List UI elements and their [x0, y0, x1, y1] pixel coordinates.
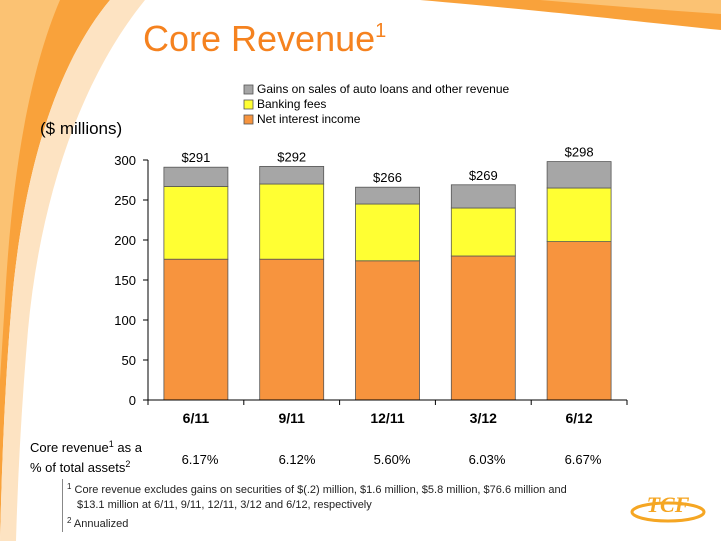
logo-swoosh	[630, 501, 706, 523]
y-tick-label: 300	[114, 153, 136, 168]
y-tick-label: 200	[114, 233, 136, 248]
footnotes: 1 Core revenue excludes gains on securit…	[62, 479, 637, 532]
x-tick-label: 9/11	[278, 410, 305, 426]
bar-segment-0-9-11	[259, 258, 325, 401]
bar-segment-0-12-11	[355, 260, 420, 401]
x-tick-label: 3/12	[470, 410, 497, 426]
legend-label: Banking fees	[257, 97, 326, 111]
y-axis: 0 50 100 150 200 250 300	[114, 153, 149, 408]
bar-segment-0-3-12	[450, 255, 516, 401]
slide-title: Core Revenue1	[143, 18, 387, 59]
bar-total-label: $266	[373, 170, 402, 185]
left-swoosh-white	[0, 0, 145, 541]
bar-segment-2-9-11	[259, 165, 325, 185]
legend-swatch	[243, 99, 254, 110]
bar-total-label: $291	[181, 150, 210, 165]
y-tick-label: 50	[122, 353, 136, 368]
bar-total-label: $292	[277, 149, 306, 164]
legend-swatch	[243, 114, 254, 125]
pct-value-6-12: 6.67%	[564, 452, 602, 467]
y-tick-label: 250	[114, 193, 136, 208]
x-tick-label: 6/12	[565, 410, 592, 426]
bar-segment-1-6-12	[546, 187, 612, 242]
logo-text: TCF	[647, 492, 690, 517]
x-tick-label: 12/11	[370, 410, 404, 426]
bar-segment-2-3-12	[450, 184, 516, 209]
legend-label: Net interest income	[257, 112, 361, 126]
tcf-logo: TCF	[630, 492, 706, 523]
pct-value-12-11: 5.60%	[373, 452, 411, 467]
footnote-1-cont: $13.1 million at 6/11, 9/11, 12/11, 3/12…	[77, 499, 372, 511]
top-right-swoosh-light	[540, 0, 721, 14]
x-tick-label: 6/11	[183, 410, 210, 426]
chart-legend: Gains on sales of auto loans and other r…	[243, 82, 509, 126]
x-axis: 6/11 9/11 12/11 3/12 6/12	[147, 399, 628, 426]
bar-total-label: $269	[469, 168, 498, 183]
left-swoosh-light	[0, 0, 60, 380]
bar-series: $291 $292 $266 $269 $298	[163, 145, 612, 401]
pct-value-3-12: 6.03%	[468, 452, 506, 467]
core-revenue-pct-label: Core revenue1 as a % of total assets2	[30, 439, 142, 475]
bar-segment-1-9-11	[259, 183, 325, 260]
y-axis-label: ($ millions)	[40, 119, 122, 138]
bar-segment-1-12-11	[355, 203, 420, 262]
bar-segment-2-12-11	[355, 186, 420, 205]
bar-segment-0-6-11	[163, 258, 229, 401]
legend-swatch	[243, 84, 254, 95]
pct-value-6-11: 6.17%	[181, 452, 219, 467]
footnote-2: 2 Annualized	[67, 516, 129, 530]
y-tick-label: 150	[114, 273, 136, 288]
bar-segment-2-6-11	[163, 166, 229, 187]
footnote-1: 1 Core revenue excludes gains on securit…	[67, 482, 567, 496]
left-swoosh	[0, 0, 110, 541]
bar-total-label: $298	[565, 145, 594, 160]
bar-segment-1-3-12	[450, 207, 516, 257]
legend-label: Gains on sales of auto loans and other r…	[257, 82, 509, 96]
y-tick-label: 100	[114, 313, 136, 328]
pct-value-9-11: 6.12%	[278, 452, 316, 467]
bar-segment-2-6-12	[546, 161, 612, 189]
bar-segment-0-6-12	[546, 241, 612, 401]
bar-segment-1-6-11	[163, 185, 229, 260]
y-tick-label: 0	[129, 393, 136, 408]
